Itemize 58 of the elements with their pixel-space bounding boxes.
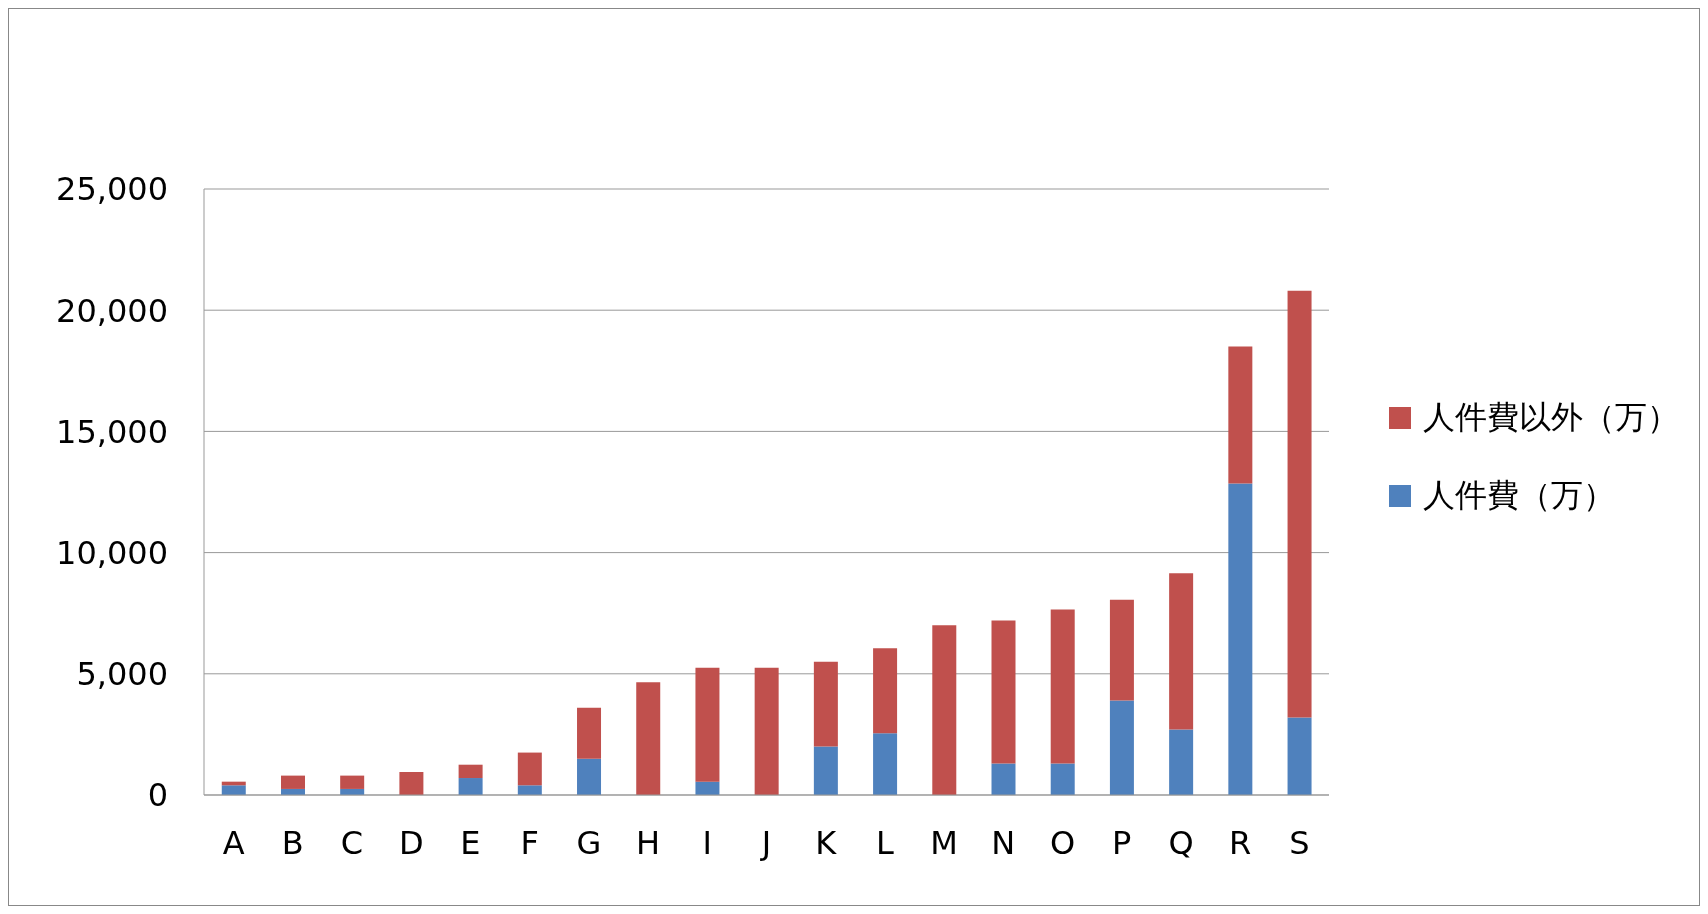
x-tick-label: E [460, 823, 481, 862]
legend-label: 人件費以外（万） [1423, 397, 1679, 438]
x-tick-label: Q [1168, 823, 1194, 862]
bar [458, 764, 483, 779]
y-tick-label: 0 [147, 776, 168, 815]
bar [1287, 717, 1312, 795]
y-tick-label: 25,000 [56, 170, 168, 209]
x-tick-label: K [815, 823, 838, 862]
bar [1169, 729, 1194, 795]
bar [873, 648, 898, 734]
bar [991, 620, 1016, 764]
x-tick-label: S [1289, 823, 1310, 862]
bar [280, 775, 305, 789]
bar [813, 746, 838, 795]
bar [1050, 609, 1075, 764]
bar [517, 752, 542, 786]
bar [221, 785, 246, 795]
bar [1050, 763, 1075, 795]
y-tick-label: 10,000 [56, 533, 168, 572]
x-tick-label: G [576, 823, 602, 862]
x-tick-label: J [759, 823, 772, 862]
y-tick-label: 15,000 [56, 412, 168, 451]
x-tick-label: M [930, 823, 958, 862]
y-tick-label: 5,000 [76, 655, 168, 694]
bar [458, 778, 483, 795]
x-tick-label: O [1049, 823, 1076, 862]
bar [577, 758, 602, 795]
x-tick-label: R [1229, 823, 1252, 862]
bar [813, 661, 838, 747]
bar [695, 781, 720, 795]
x-tick-label: A [222, 823, 245, 862]
bar [577, 707, 602, 759]
bar [1228, 483, 1253, 795]
bar [340, 775, 365, 789]
bar [873, 733, 898, 795]
bar [1228, 346, 1253, 484]
y-tick-label: 20,000 [56, 291, 168, 330]
bar [695, 667, 720, 782]
x-tick-label: F [520, 823, 539, 862]
legend-label: 人件費（万） [1423, 475, 1615, 516]
bar [1287, 290, 1312, 718]
x-tick-label: P [1112, 823, 1132, 862]
x-tick-label: N [991, 823, 1016, 862]
bar [1109, 700, 1134, 795]
bar [399, 771, 424, 795]
bar [991, 763, 1016, 795]
bar [636, 682, 661, 795]
x-tick-label: H [636, 823, 661, 862]
bar [1109, 599, 1134, 701]
bar [932, 625, 957, 795]
x-tick-label: C [340, 823, 364, 862]
x-tick-label: I [702, 823, 713, 862]
x-tick-label: L [876, 823, 895, 862]
x-tick-label: D [398, 823, 424, 862]
bar [754, 667, 779, 795]
x-tick-label: B [281, 823, 304, 862]
bar [1169, 573, 1194, 730]
bar [517, 785, 542, 795]
